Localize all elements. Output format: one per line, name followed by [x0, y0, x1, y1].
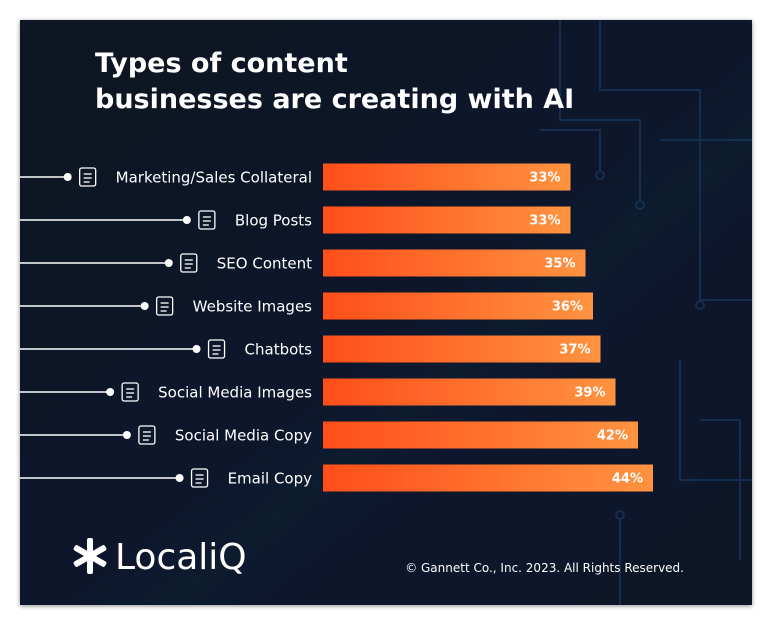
value-label: 36% — [552, 300, 583, 315]
icon — [138, 425, 156, 445]
connector-dot — [63, 173, 72, 181]
category-label: Social Media Copy — [175, 427, 312, 445]
connector-dot — [192, 345, 201, 353]
connector-dot — [140, 302, 149, 310]
title-line: businesses are creating with AI — [95, 84, 574, 115]
bar — [323, 464, 653, 492]
bar — [323, 206, 571, 234]
footer: © Gannett Co., Inc. 2023. All Rights Res… — [405, 561, 684, 575]
connector-dot — [182, 216, 191, 224]
value-label: 37% — [559, 343, 590, 358]
connector-dot — [122, 431, 131, 439]
connector-dot — [164, 259, 173, 267]
value-label: 35% — [544, 257, 575, 272]
icon — [180, 253, 198, 273]
category-label: SEO Content — [217, 255, 312, 273]
bar — [323, 421, 638, 449]
value-label: 33% — [529, 171, 560, 186]
icon — [207, 339, 226, 359]
title-line: Types of content — [95, 48, 348, 79]
bar — [323, 163, 571, 191]
icon-shape — [207, 339, 226, 359]
value-label: 33% — [529, 214, 560, 229]
icon — [155, 296, 174, 316]
category-label: Website Images — [193, 298, 313, 316]
icon-shape — [198, 210, 216, 230]
category-label: Marketing/Sales Collateral — [116, 169, 312, 187]
icon — [121, 382, 139, 402]
brand: LocaliQ — [115, 537, 247, 578]
category-label: Blog Posts — [235, 212, 312, 230]
category-label: Social Media Images — [158, 384, 312, 402]
icon-shape — [180, 253, 198, 273]
value-label: 42% — [597, 429, 628, 444]
icon — [190, 468, 209, 488]
icon-shape — [121, 382, 139, 402]
logo: LocaliQ — [73, 537, 247, 578]
icon — [79, 167, 97, 187]
circuit-decor — [540, 20, 752, 605]
icon-shape — [190, 468, 209, 488]
icon-shape — [138, 425, 156, 445]
connector-dot — [175, 474, 184, 482]
bar — [323, 292, 593, 320]
bar — [323, 249, 586, 277]
icon-shape — [79, 167, 97, 187]
connector-dot — [106, 388, 115, 396]
bar — [323, 378, 616, 406]
value-label: 39% — [574, 386, 605, 401]
icon — [198, 210, 216, 230]
bar — [323, 335, 601, 363]
icon-shape — [155, 296, 174, 316]
category-label: Email Copy — [228, 470, 313, 488]
value-label: 44% — [612, 472, 643, 487]
category-label: Chatbots — [245, 341, 313, 359]
